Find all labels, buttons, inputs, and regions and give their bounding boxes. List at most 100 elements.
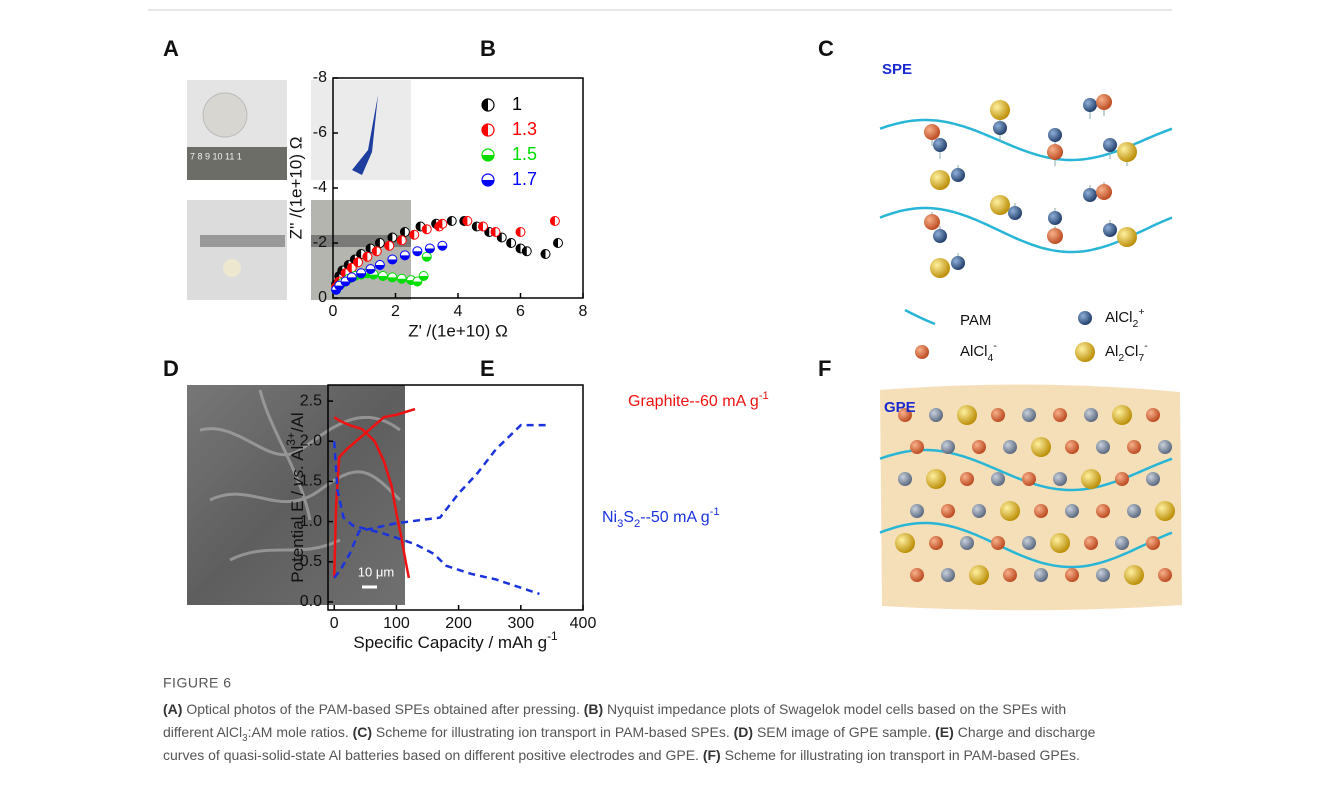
- ion: [991, 536, 1005, 550]
- legend-pam: [905, 310, 935, 324]
- caption-line: (A) Optical photos of the PAM-based SPEs…: [163, 701, 1066, 717]
- text-run: SEM image of GPE sample.: [753, 724, 935, 740]
- ion: [1065, 504, 1079, 518]
- y-tick-label: -2: [313, 234, 327, 251]
- ion: [933, 229, 947, 243]
- text-run: Scheme for illustrating ion transport in…: [372, 724, 734, 740]
- ion: [933, 138, 947, 152]
- ion: [991, 472, 1005, 486]
- ion: [929, 536, 943, 550]
- text-run: different AlCl: [163, 724, 242, 740]
- marker: [400, 228, 409, 237]
- ion: [1053, 408, 1067, 422]
- ion: [1155, 501, 1175, 521]
- marker: [422, 225, 431, 234]
- marker: [375, 239, 384, 248]
- marker: [463, 217, 472, 226]
- ion: [1158, 440, 1172, 454]
- panel-label: E: [480, 356, 495, 381]
- ion: [1084, 408, 1098, 422]
- ion: [1096, 504, 1110, 518]
- photo-text: 7 8 9 10 11 1: [190, 151, 242, 161]
- marker: [354, 258, 363, 267]
- ion: [910, 504, 924, 518]
- text-run: -1: [759, 390, 769, 402]
- marker: [347, 273, 356, 282]
- text-run: AlCl: [1105, 309, 1133, 326]
- text-run: Cl: [1124, 343, 1138, 360]
- y-tick-label: 0: [318, 289, 327, 306]
- ion: [924, 124, 940, 140]
- spe-label: SPE: [882, 61, 912, 78]
- ion: [910, 568, 924, 582]
- y-tick-label: -6: [313, 124, 327, 141]
- text-run: -: [1144, 340, 1148, 352]
- ion: [1096, 440, 1110, 454]
- ion: [1103, 223, 1117, 237]
- ion: [1034, 568, 1048, 582]
- ion: [960, 536, 974, 550]
- ion: [972, 440, 986, 454]
- ion: [1146, 408, 1160, 422]
- text-run: -: [993, 340, 997, 352]
- y-tick-label: 2.5: [300, 392, 322, 409]
- text-run: -1: [547, 629, 558, 643]
- legend-marker: [482, 174, 494, 186]
- ion: [1003, 440, 1017, 454]
- photo: [187, 200, 287, 300]
- marker: [388, 233, 397, 242]
- marker: [397, 274, 406, 283]
- text-run: 3+: [284, 432, 298, 446]
- panel-label: D: [163, 356, 179, 381]
- panel-label: B: [480, 36, 496, 61]
- marker-half: [482, 124, 488, 136]
- legend-marker: [482, 124, 494, 136]
- legend-label: Al2Cl7-: [1105, 340, 1148, 364]
- y-tick-label: 0.0: [300, 593, 322, 610]
- caption-line: different AlCl3:AM mole ratios. (C) Sche…: [163, 724, 1096, 744]
- marker: [375, 261, 384, 270]
- panel-label: F: [818, 356, 831, 381]
- marker: [425, 244, 434, 253]
- marker: [372, 247, 381, 256]
- ion: [1053, 472, 1067, 486]
- y-tick-label: -8: [313, 69, 327, 86]
- ion: [990, 100, 1010, 120]
- y-axis-title: Z'' /(1e+10) Ω: [286, 137, 305, 240]
- text-run: (D): [734, 724, 753, 740]
- legend-label: AlCl2+: [1105, 306, 1145, 330]
- ion: [1008, 206, 1022, 220]
- text-run: 2: [1133, 318, 1139, 330]
- marker: [554, 239, 563, 248]
- ion: [1065, 440, 1079, 454]
- x-tick-label: 100: [383, 615, 410, 632]
- ion: [1022, 408, 1036, 422]
- marker: [357, 269, 366, 278]
- ion: [951, 256, 965, 270]
- marker-half: [482, 99, 488, 111]
- ion: [1096, 184, 1112, 200]
- marker: [491, 228, 500, 237]
- ion: [1146, 536, 1160, 550]
- ion: [969, 565, 989, 585]
- ion: [1083, 98, 1097, 112]
- x-tick-label: 0: [330, 615, 339, 632]
- marker-half: [482, 155, 494, 161]
- ion: [924, 214, 940, 230]
- text-run: Nyquist impedance plots of Swagelok mode…: [603, 701, 1066, 717]
- ion: [1083, 188, 1097, 202]
- marker: [363, 252, 372, 261]
- marker: [388, 273, 397, 282]
- ion: [1031, 437, 1051, 457]
- ion: [941, 504, 955, 518]
- x-axis-title: Specific Capacity / mAh g-1: [353, 629, 558, 652]
- marker: [366, 265, 375, 274]
- text-run: (C): [353, 724, 372, 740]
- panel-label: C: [818, 36, 834, 61]
- ion: [910, 440, 924, 454]
- ion: [951, 168, 965, 182]
- ion: [1127, 504, 1141, 518]
- marker: [397, 236, 406, 245]
- y-tick-label: -4: [313, 179, 327, 196]
- ion: [915, 345, 929, 359]
